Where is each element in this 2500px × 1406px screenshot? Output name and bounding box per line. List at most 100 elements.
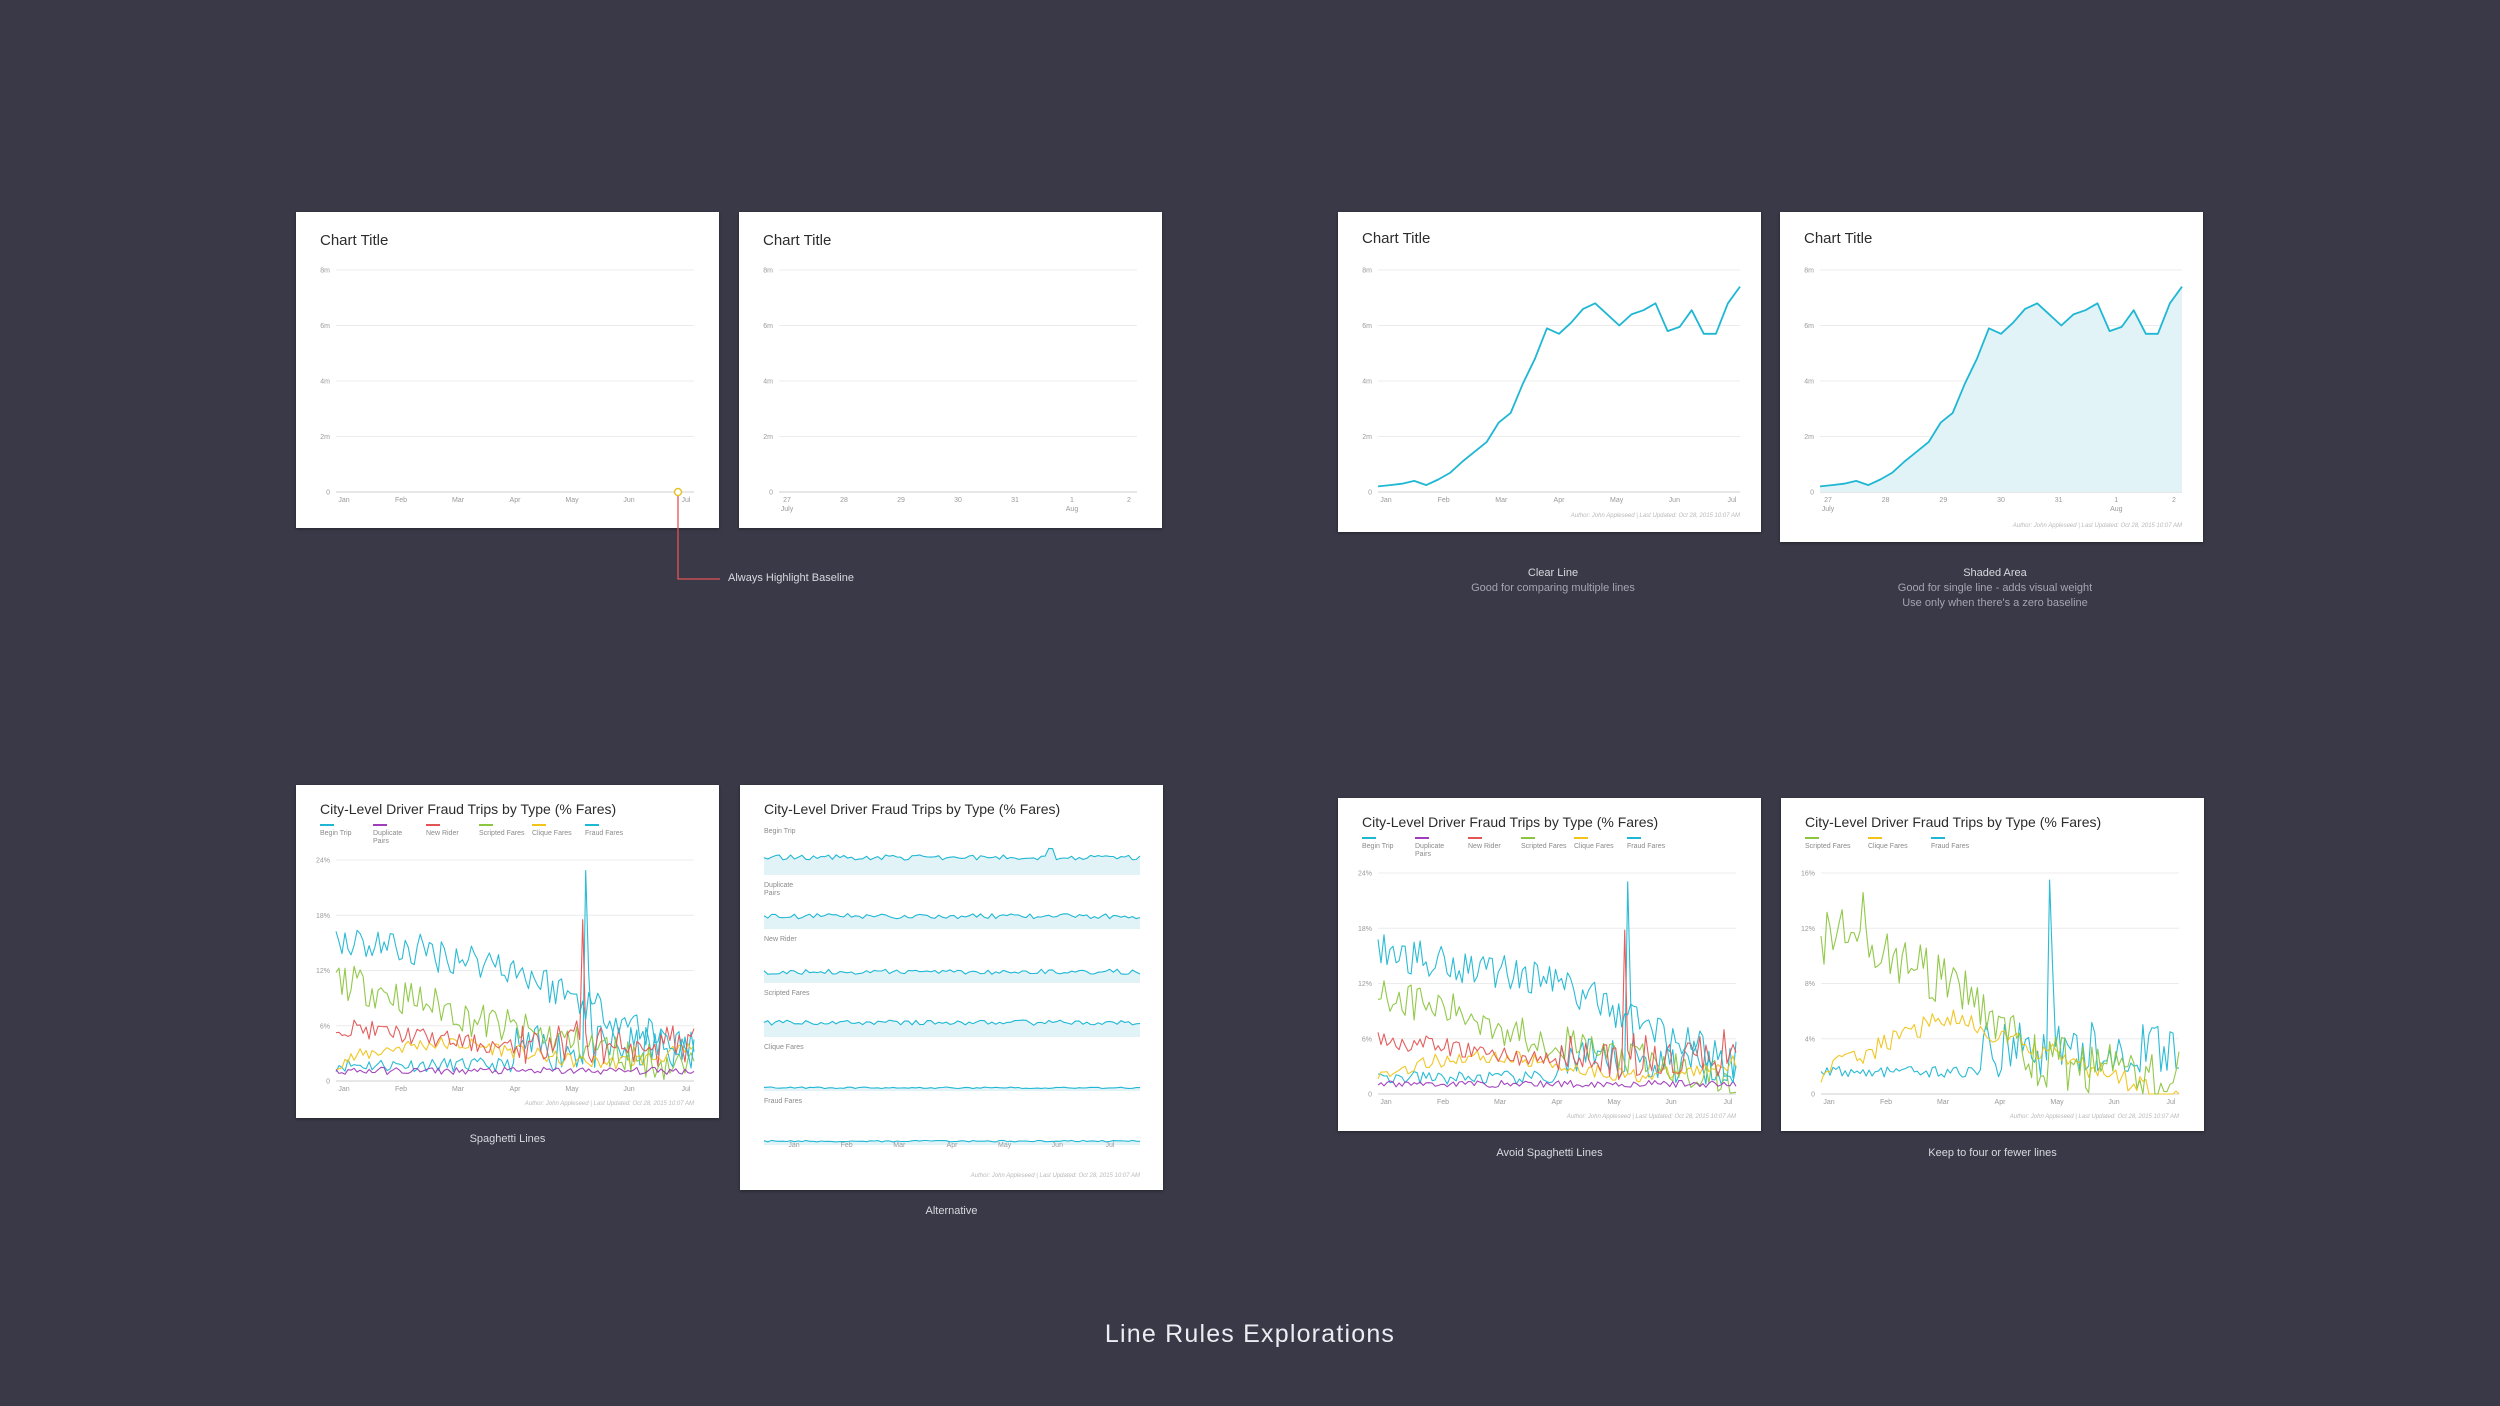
chart-plot: 8m 6m 4m 2m 0 Jan Feb Mar Apr May Jun Jul <box>320 268 694 504</box>
x-tick-label: Apr <box>1554 497 1566 504</box>
x-tick-label: May <box>565 1086 579 1093</box>
x-tick-label: May <box>565 497 579 504</box>
x-month-label: Aug <box>1066 506 1079 513</box>
chart-footer: Author: John Appleseed | Last Updated: O… <box>2012 523 2182 529</box>
x-tick-label: 29 <box>1939 497 1947 504</box>
x-tick-label: Jul <box>682 1086 691 1093</box>
x-tick-label: Feb <box>1437 1099 1449 1106</box>
series-line <box>1377 929 1737 1080</box>
y-tick-label: 6m <box>320 323 330 330</box>
y-tick-label: 0 <box>1368 490 1372 497</box>
legend-label: Fraud Fares <box>1627 843 1666 850</box>
x-tick-label: Feb <box>1438 497 1450 504</box>
y-tick-label: 8m <box>320 268 330 275</box>
x-tick-label: Mar <box>1937 1099 1950 1106</box>
chart-footer: Author: John Appleseed | Last Updated: O… <box>524 1101 694 1107</box>
panel-label: Duplicate <box>764 882 793 889</box>
chart-footer: Author: John Appleseed | Last Updated: O… <box>1566 1114 1736 1120</box>
x-tick-label: Mar <box>893 1142 906 1149</box>
x-tick-label: Mar <box>452 497 465 504</box>
y-tick-label: 6% <box>1362 1036 1372 1043</box>
x-tick-label: Jun <box>1665 1099 1676 1106</box>
chart-title: Chart Title <box>1362 230 1430 247</box>
legend-label: Scripted Fares <box>479 830 525 837</box>
chart-footer: Author: John Appleseed | Last Updated: O… <box>1570 513 1740 519</box>
chart-title: Chart Title <box>320 232 388 249</box>
caption-subtitle: Good for comparing multiple lines <box>1471 582 1635 594</box>
caption-clear-line: Clear Line Good for comparing multiple l… <box>1338 566 1768 596</box>
y-tick-label: 24% <box>1358 871 1372 878</box>
panel-line <box>763 1139 1141 1143</box>
x-tick-label: Jan <box>338 1086 349 1093</box>
x-tick-label: May <box>1607 1099 1621 1106</box>
series-line <box>1820 891 2180 1095</box>
series-line <box>1819 286 2183 488</box>
caption-alternative: Alternative <box>740 1204 1163 1219</box>
x-tick-label: Jul <box>1724 1099 1733 1106</box>
x-tick-label: Jan <box>1380 497 1391 504</box>
panel-label: Pairs <box>764 890 780 897</box>
y-tick-label: 18% <box>316 913 330 920</box>
legend-label: Duplicate <box>1415 843 1444 850</box>
caption-title: Clear Line <box>1527 567 1579 579</box>
y-tick-label: 12% <box>1801 926 1815 933</box>
x-tick-label: Jun <box>1669 497 1680 504</box>
x-tick-label: Jul <box>2167 1099 2176 1106</box>
chart-title: City-Level Driver Fraud Trips by Type (%… <box>1362 814 1658 830</box>
x-tick-label: Jul <box>1728 497 1737 504</box>
x-tick-label: 28 <box>840 497 848 504</box>
y-tick-label: 0 <box>1811 1092 1815 1099</box>
x-tick-label: Jun <box>623 497 634 504</box>
series-line <box>335 869 695 1073</box>
legend-label: New Rider <box>426 830 459 837</box>
y-tick-label: 16% <box>1801 871 1815 878</box>
y-tick-label: 4% <box>1805 1036 1815 1043</box>
legend-label: Clique Fares <box>532 830 572 837</box>
legend-label: Scripted Fares <box>1805 843 1851 850</box>
chart-card-empty-days: Chart Title 8m 6m 4m 2m 0 27 28 29 30 31 1 2 July Aug <box>739 212 1162 528</box>
legend-label: New Rider <box>1468 843 1501 850</box>
x-tick-label: Jan <box>788 1142 799 1149</box>
chart-svg-four-fewer: City-Level Driver Fraud Trips by Type (%… <box>1801 814 2180 1120</box>
x-tick-label: 27 <box>1824 497 1832 504</box>
x-tick-label: 2 <box>2172 497 2176 504</box>
chart-legend: Scripted Fares Clique Fares Fraud Fares <box>1805 837 1970 850</box>
y-tick-label: 8m <box>1804 268 1814 275</box>
x-tick-label: Mar <box>1494 1099 1507 1106</box>
x-tick-label: Apr <box>510 1086 522 1093</box>
x-tick-label: 2 <box>1127 497 1131 504</box>
caption-avoid: Avoid Spaghetti Lines <box>1338 1146 1761 1161</box>
series-line <box>1377 1079 1737 1088</box>
chart-card-avoid: City-Level Driver Fraud Trips by Type (%… <box>1338 798 1761 1131</box>
legend-label: Fraud Fares <box>585 830 624 837</box>
chart-plot: 16% 12% 8% 4% 0 Jan Feb Mar Apr May Jun Jul <box>1801 871 2180 1106</box>
chart-card-four-fewer: City-Level Driver Fraud Trips by Type (%… <box>1781 798 2204 1131</box>
y-tick-label: 12% <box>1358 981 1372 988</box>
x-tick-label: Apr <box>1552 1099 1564 1106</box>
y-tick-label: 6% <box>320 1023 330 1030</box>
panel-line <box>763 847 1141 861</box>
caption-four-fewer: Keep to four or fewer lines <box>1781 1146 2204 1161</box>
y-tick-label: 4m <box>320 379 330 386</box>
x-tick-label: Jan <box>1823 1099 1834 1106</box>
chart-title: Chart Title <box>1804 230 1872 247</box>
chart-title: City-Level Driver Fraud Trips by Type (%… <box>1805 814 2101 830</box>
x-month-label: July <box>781 506 794 513</box>
series-line <box>1820 1009 2180 1095</box>
y-tick-label: 2m <box>1362 434 1372 441</box>
x-tick-label: Apr <box>1995 1099 2007 1106</box>
y-tick-label: 12% <box>316 968 330 975</box>
y-tick-label: 8m <box>763 268 773 275</box>
caption-title: Avoid Spaghetti Lines <box>1496 1147 1603 1159</box>
panel-label: New Rider <box>764 936 797 943</box>
x-tick-label: 31 <box>1011 497 1019 504</box>
legend-label: Begin Trip <box>320 830 352 837</box>
chart-card-alternative: City-Level Driver Fraud Trips by Type (%… <box>740 785 1163 1190</box>
chart-footer: Author: John Appleseed | Last Updated: O… <box>970 1173 1140 1179</box>
y-tick-label: 6m <box>1362 323 1372 330</box>
legend-label: Scripted Fares <box>1521 843 1567 850</box>
caption-title: Shaded Area <box>1963 567 2027 579</box>
y-tick-label: 4m <box>1804 379 1814 386</box>
y-tick-label: 24% <box>316 858 330 865</box>
